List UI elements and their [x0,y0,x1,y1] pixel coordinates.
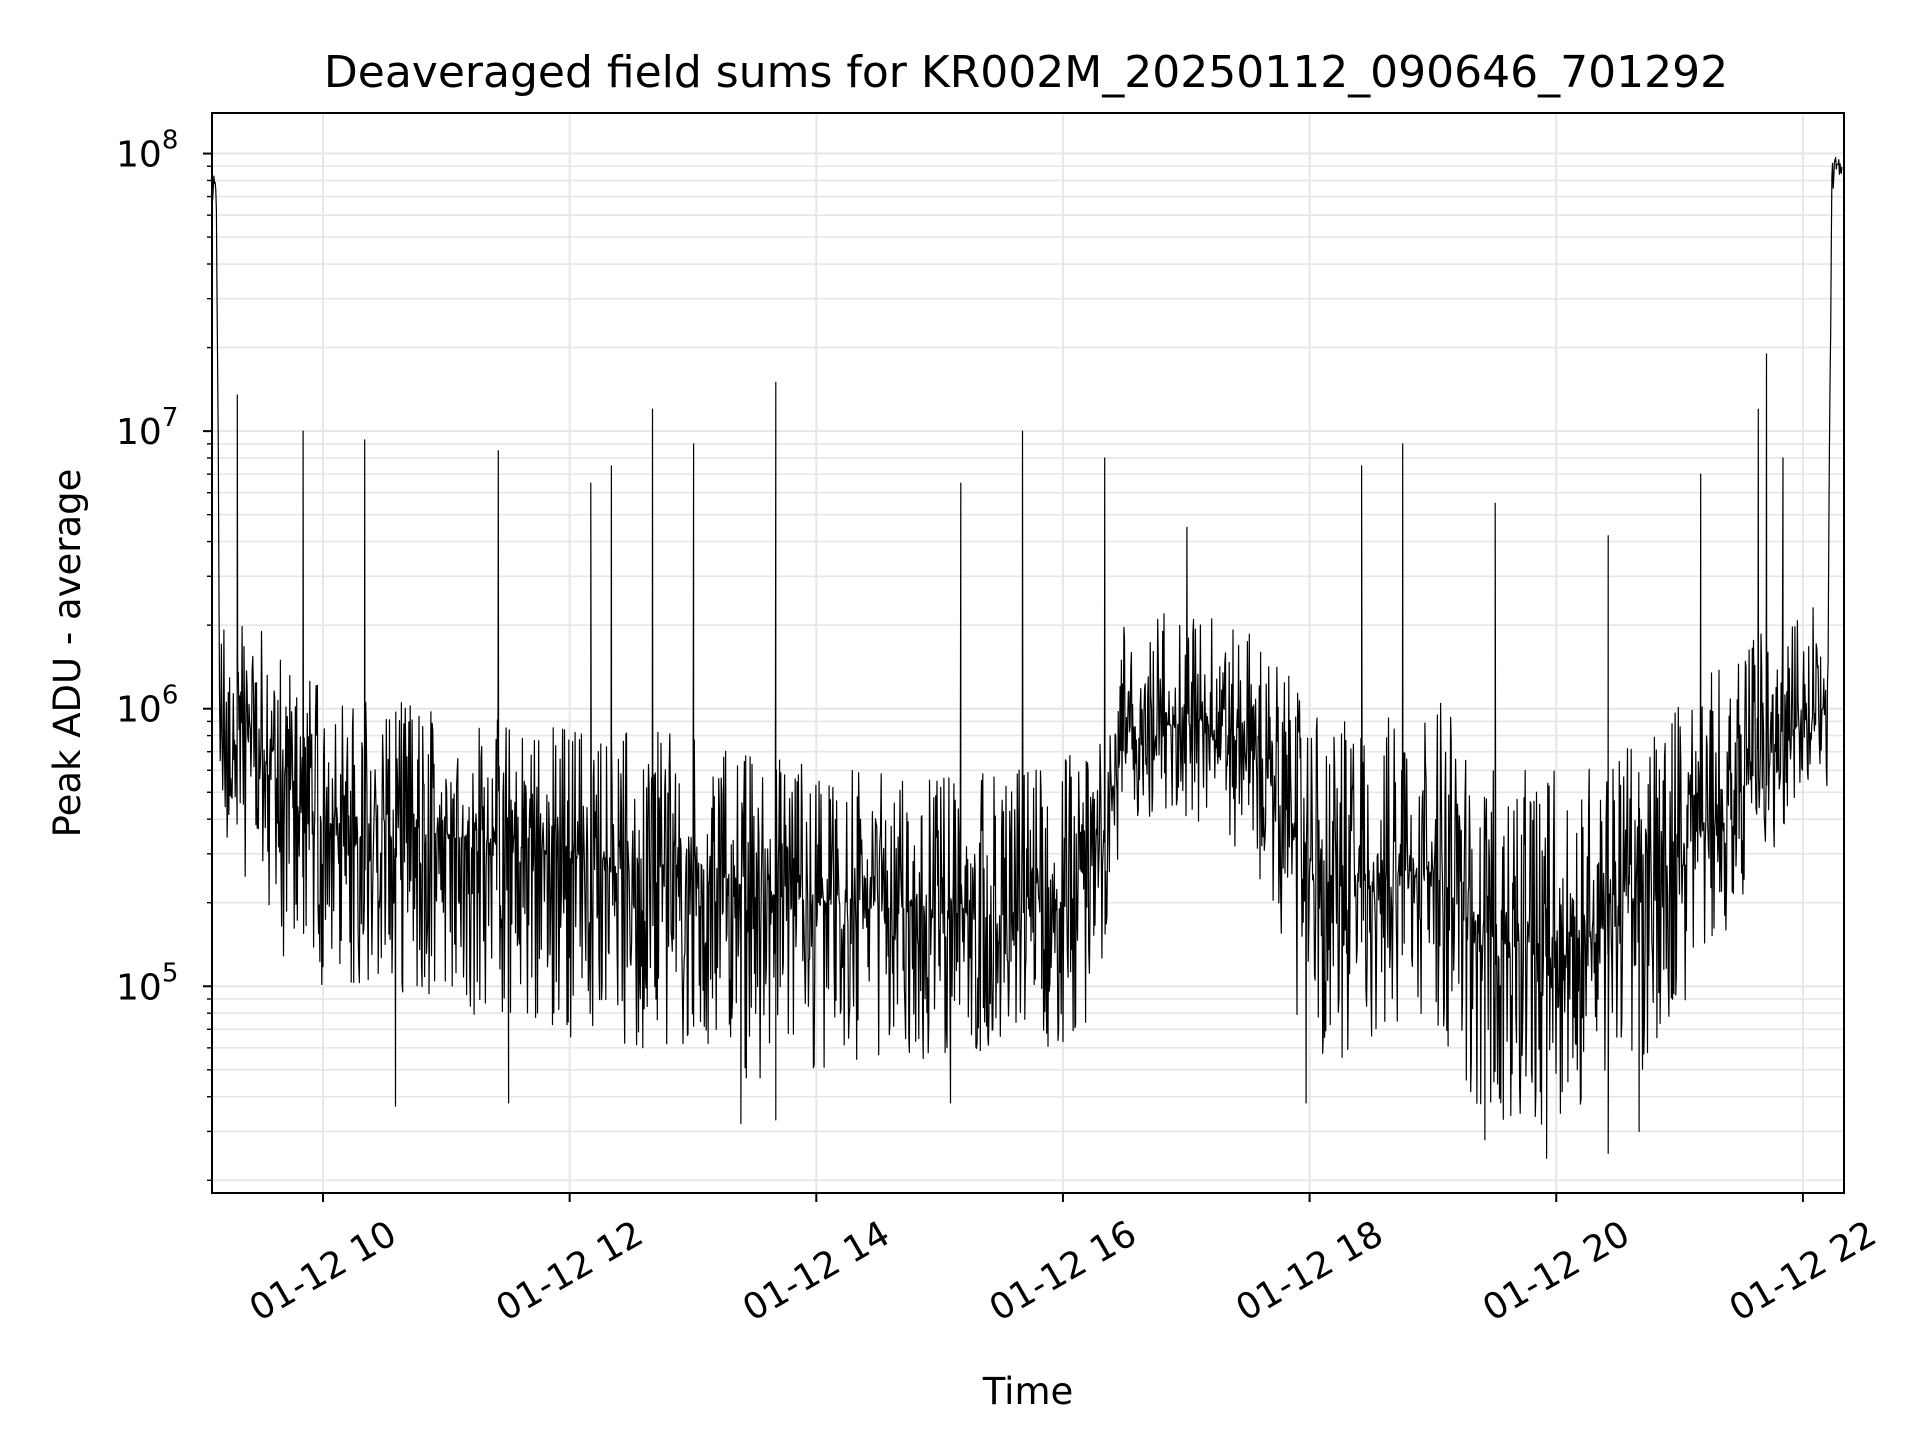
chart-title: Deaveraged field sums for KR002M_2025011… [324,47,1728,98]
y-tick-exponent: 6 [162,681,179,711]
grid [212,113,1844,1193]
x-tick-label: 01-12 14 [736,1213,897,1329]
y-tick-exponent: 5 [162,958,179,988]
axes-frame [211,112,1845,1194]
x-tick-label: 01-12 18 [1229,1213,1390,1329]
y-tick-base: 10 [116,967,162,1008]
x-tick-label: 01-12 16 [983,1213,1144,1329]
x-axis-label: Time [982,1370,1074,1413]
x-tick-label: 01-12 10 [243,1213,404,1329]
y-tick-base: 10 [116,412,162,453]
y-axis-label: Peak ADU - average [46,469,89,838]
x-tick-label: 01-12 12 [489,1213,650,1329]
plot-area [211,157,1843,1159]
x-tick-label: 01-12 22 [1723,1213,1884,1329]
y-tick-label: 107 [116,403,178,453]
y-tick-exponent: 7 [162,403,179,433]
y-tick-base: 10 [116,690,162,731]
y-tick-label: 106 [116,681,178,731]
series-line [211,157,1843,1159]
y-tick-label: 108 [116,126,178,176]
x-tick-label: 01-12 20 [1476,1213,1637,1329]
y-tick-base: 10 [116,135,162,176]
y-tick-exponent: 8 [162,126,179,156]
y-tick-label: 105 [116,958,178,1008]
x-axis: 01-12 10 01-12 12 01-12 14 01-12 16 01-12 18… [243,1193,1884,1330]
